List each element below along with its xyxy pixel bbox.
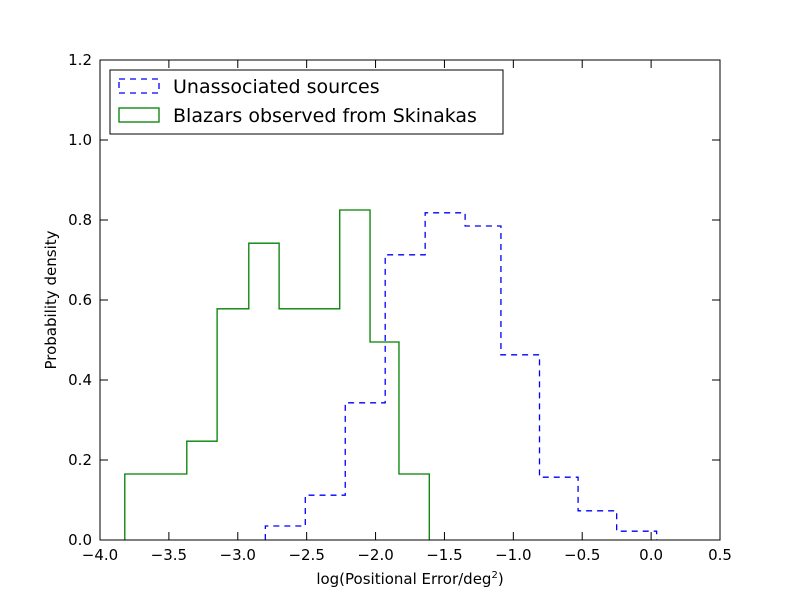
series-0-bin-5: [465, 226, 501, 540]
y-tick-label-1: 0.2: [68, 451, 92, 469]
series-1-bin-3: [249, 243, 279, 540]
x-tick-label-2: −3.0: [220, 546, 256, 564]
x-tick-label-1: −3.5: [151, 546, 187, 564]
legend: Unassociated sources Blazars observed fro…: [109, 69, 504, 135]
legend-swatch-0: [118, 78, 160, 94]
x-tick-label-7: −0.5: [564, 546, 600, 564]
series-0-bin-0: [265, 526, 305, 540]
x-tick-label-3: −2.5: [288, 546, 324, 564]
y-tick-label-6: 1.2: [68, 51, 92, 69]
series-0-bin-8: [578, 511, 617, 540]
y-tick-label-0: 0.0: [68, 531, 92, 549]
legend-label-0: Unassociated sources: [173, 76, 380, 98]
series-1-bin-7: [370, 342, 399, 540]
series-1-bin-8: [399, 474, 429, 540]
y-tick-label-2: 0.4: [68, 371, 92, 389]
series-0-outline: [264, 212, 658, 540]
series-1-bin-6: [340, 210, 370, 540]
y-tick-label-5: 1.0: [68, 131, 92, 149]
y-tick-label-3: 0.6: [68, 291, 92, 309]
series-0-bin-3: [385, 255, 425, 540]
ticks-layer: −4.0 −3.5 −3.0 −2.5 −2.0 −1.5 −1.0 −0.5 0.0 0.5 0.…: [68, 51, 732, 564]
x-tick-label-0: −4.0: [82, 546, 118, 564]
series-0-bin-1: [305, 495, 345, 540]
series-1-bin-4: [279, 309, 309, 540]
y-tick-label-4: 0.8: [68, 211, 92, 229]
series-1-bin-5: [309, 309, 339, 540]
series-1-bin-0: [125, 474, 187, 540]
legend-box: [109, 69, 504, 135]
series-1-outline: [124, 209, 430, 540]
series-layer: [124, 209, 658, 540]
legend-swatch-1: [118, 107, 160, 123]
series-1-bin-2: [217, 309, 249, 540]
series-0-bin-6: [501, 355, 540, 540]
series-0-bin-2: [345, 403, 385, 540]
x-tick-label-9: 0.5: [708, 546, 732, 564]
x-tick-label-5: −1.5: [426, 546, 462, 564]
series-1-bin-1: [187, 441, 217, 540]
x-axis-label: log(Positional Error/deg2): [316, 570, 503, 588]
series-0-bin-7: [540, 477, 579, 540]
x-tick-label-6: −1.0: [495, 546, 531, 564]
y-axis-label: Probability density: [42, 230, 60, 369]
x-tick-label-4: −2.0: [357, 546, 393, 564]
legend-label-1: Blazars observed from Skinakas: [173, 105, 477, 127]
series-0-bin-4: [425, 213, 465, 540]
x-tick-label-8: 0.0: [639, 546, 663, 564]
